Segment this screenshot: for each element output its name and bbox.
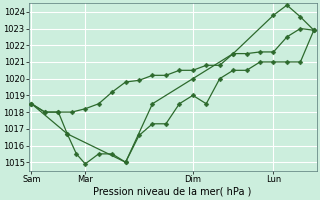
X-axis label: Pression niveau de la mer( hPa ): Pression niveau de la mer( hPa ) <box>93 187 252 197</box>
